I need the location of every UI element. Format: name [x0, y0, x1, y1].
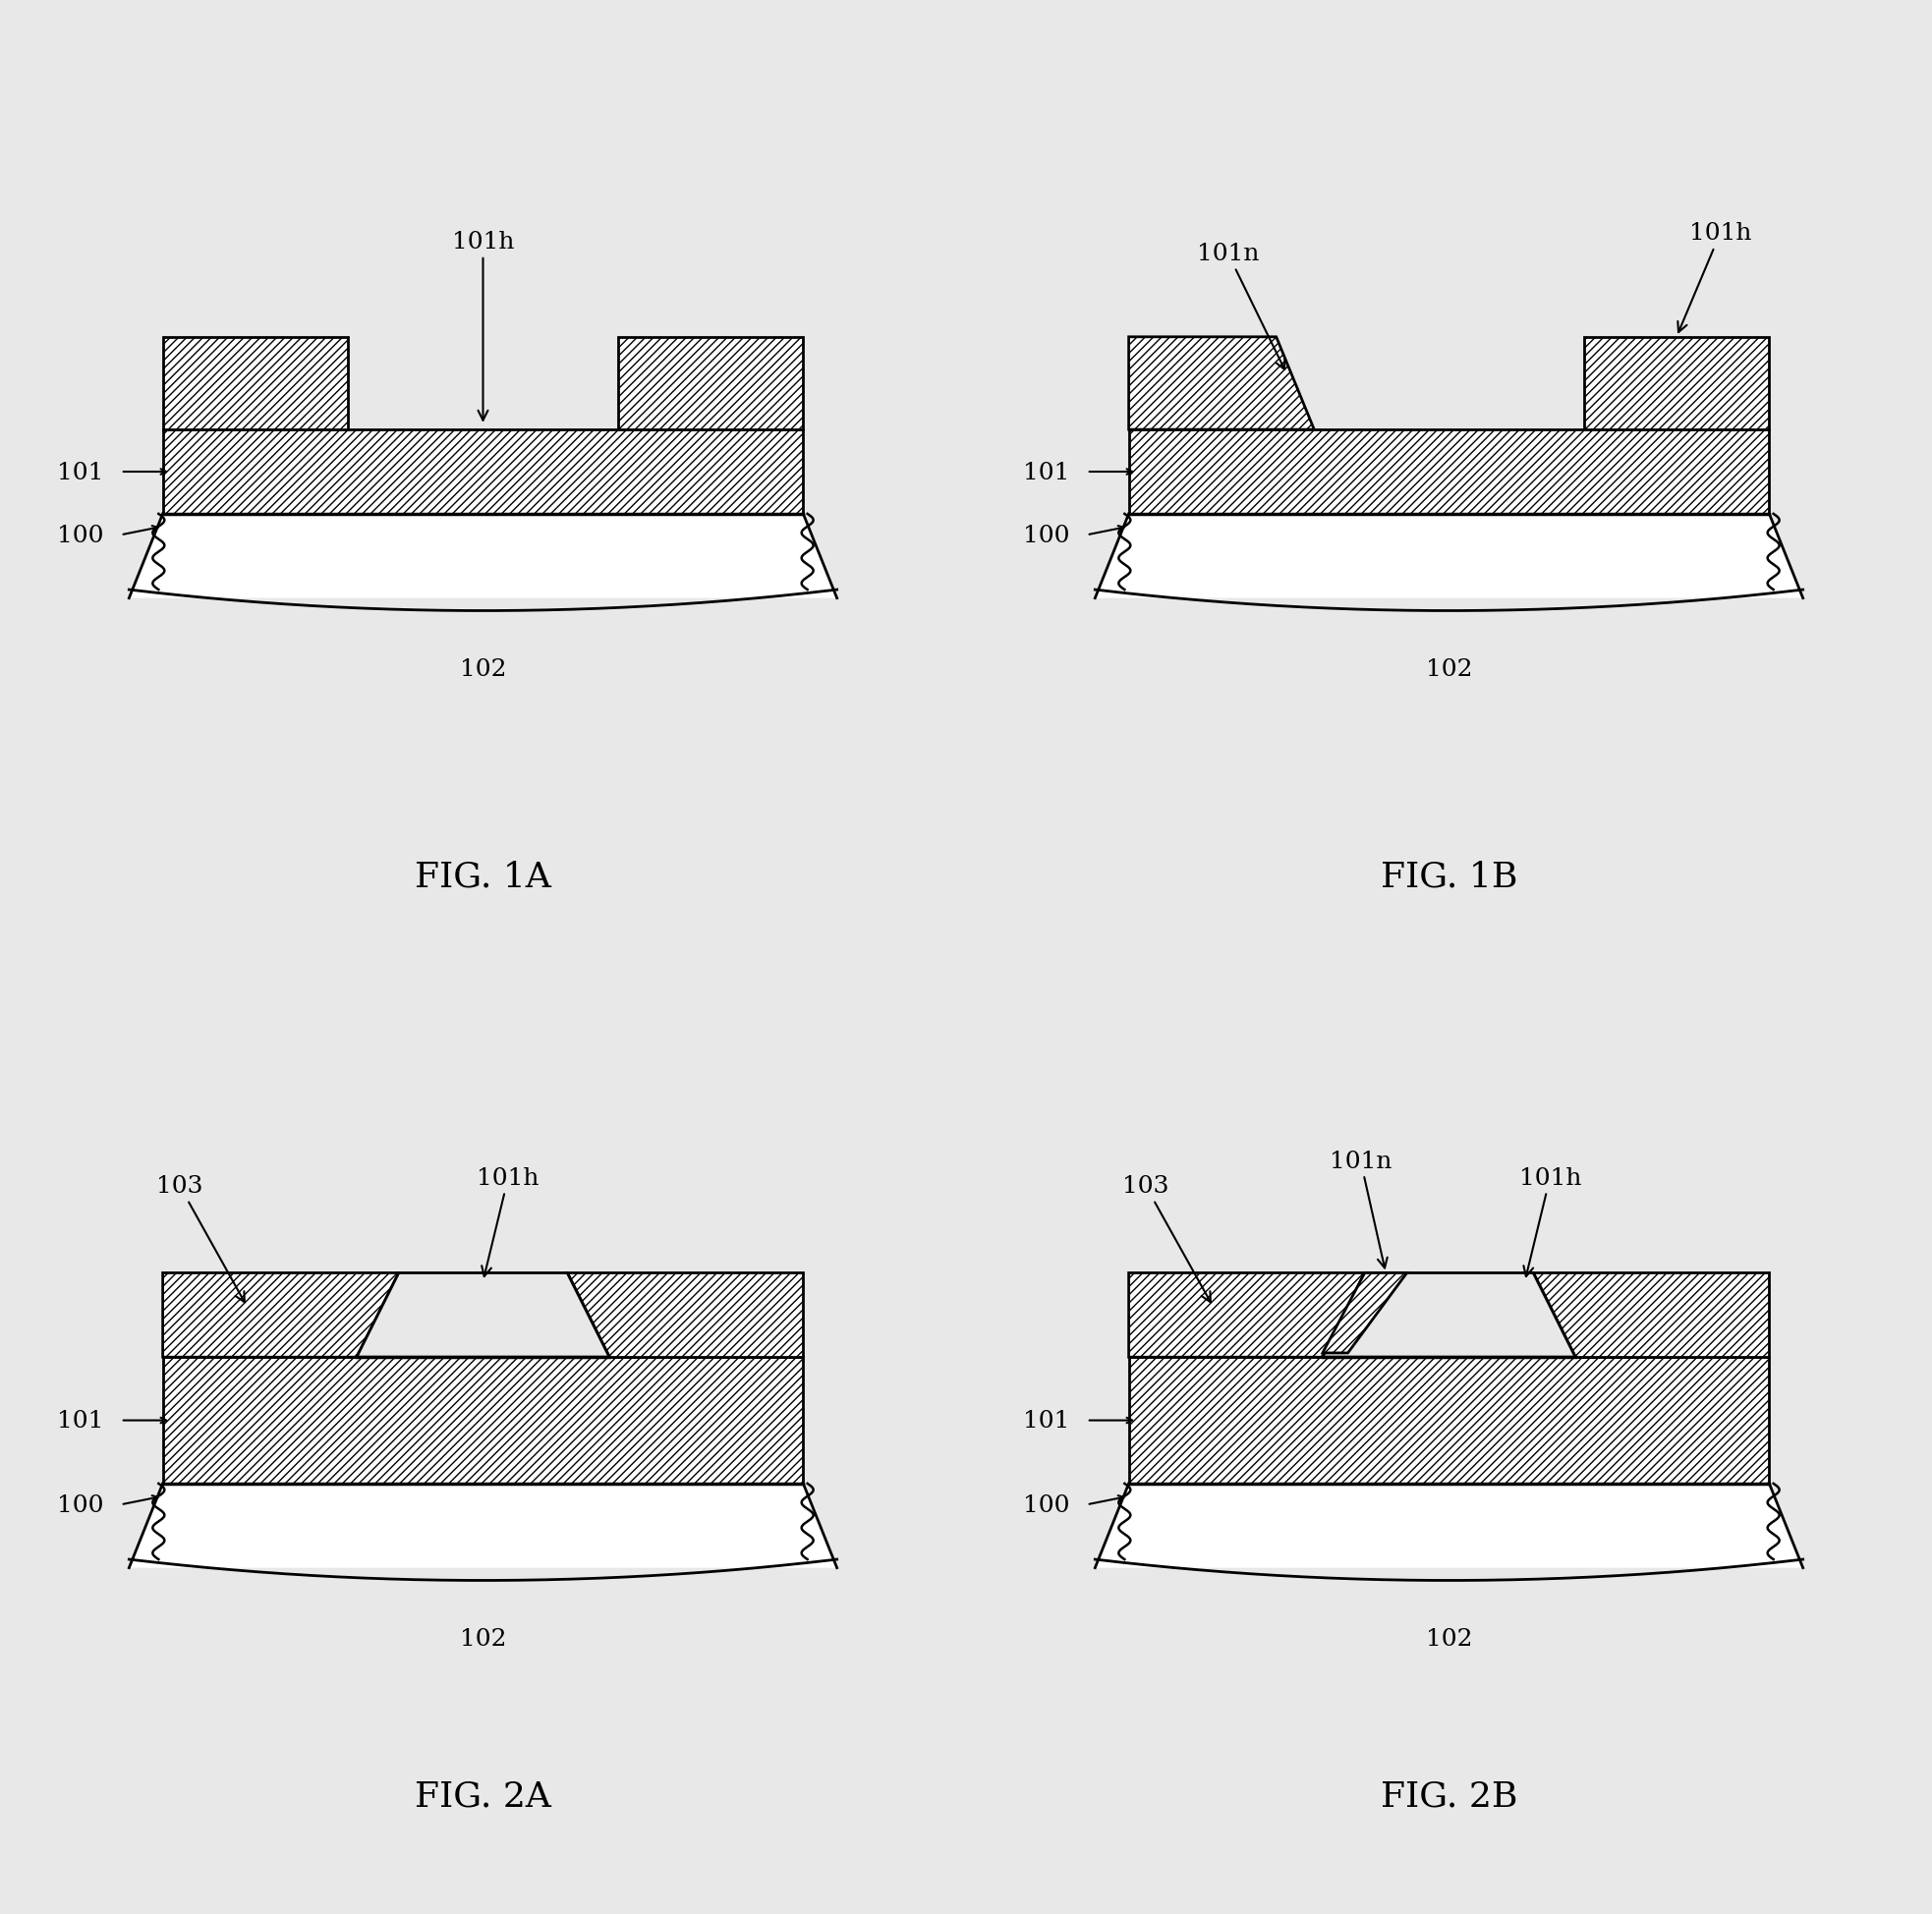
Polygon shape: [1095, 515, 1803, 599]
Text: 101: 101: [1024, 461, 1070, 484]
Polygon shape: [129, 515, 837, 599]
Polygon shape: [1323, 1273, 1575, 1357]
Text: FIG. 2B: FIG. 2B: [1381, 1778, 1517, 1813]
Text: 102: 102: [1426, 1627, 1472, 1650]
Polygon shape: [1128, 337, 1314, 431]
Polygon shape: [618, 337, 804, 431]
Text: FIG. 1B: FIG. 1B: [1381, 859, 1517, 894]
Text: 102: 102: [460, 658, 506, 679]
Polygon shape: [1128, 1357, 1770, 1483]
Text: 101h: 101h: [452, 232, 514, 421]
Text: 102: 102: [1426, 658, 1472, 679]
Text: 102: 102: [460, 1627, 506, 1650]
Polygon shape: [1095, 1483, 1803, 1568]
Text: FIG. 2A: FIG. 2A: [415, 1778, 551, 1813]
Text: 100: 100: [58, 1493, 104, 1516]
Text: 101: 101: [58, 461, 104, 484]
Text: 101h: 101h: [1677, 222, 1752, 333]
Polygon shape: [1584, 337, 1770, 431]
Polygon shape: [357, 1273, 609, 1357]
Polygon shape: [1128, 431, 1770, 515]
Polygon shape: [1323, 1273, 1406, 1353]
Polygon shape: [162, 1357, 804, 1483]
Text: 101: 101: [1024, 1409, 1070, 1432]
Text: FIG. 1A: FIG. 1A: [415, 859, 551, 894]
Polygon shape: [162, 431, 804, 515]
Polygon shape: [162, 337, 348, 431]
Polygon shape: [568, 1273, 804, 1357]
Text: 100: 100: [58, 524, 104, 547]
Polygon shape: [129, 1483, 837, 1568]
Polygon shape: [162, 1273, 398, 1357]
Polygon shape: [1534, 1273, 1770, 1357]
Text: 103: 103: [156, 1175, 245, 1303]
Text: 101n: 101n: [1329, 1150, 1391, 1269]
Text: 101n: 101n: [1196, 243, 1285, 369]
Text: 100: 100: [1024, 524, 1070, 547]
Text: 101h: 101h: [1519, 1166, 1580, 1277]
Text: 101: 101: [58, 1409, 104, 1432]
Text: 101h: 101h: [477, 1166, 539, 1277]
Text: 100: 100: [1024, 1493, 1070, 1516]
Text: 103: 103: [1122, 1175, 1211, 1303]
Polygon shape: [1128, 1273, 1364, 1357]
